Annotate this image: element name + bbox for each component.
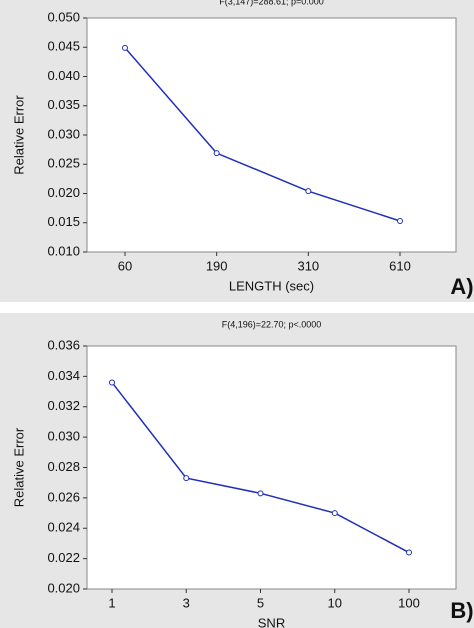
point xyxy=(213,150,220,157)
y-tick-label: 0.032 xyxy=(47,398,80,413)
y-tick-label: 0.045 xyxy=(47,39,80,54)
y-tick-label: 0.028 xyxy=(47,459,80,474)
y-tick-label: 0.030 xyxy=(47,429,80,444)
point xyxy=(331,510,338,517)
x-tick-label: 100 xyxy=(398,595,420,610)
y-tick-label: 0.025 xyxy=(47,156,80,171)
x-tick-label: 310 xyxy=(297,258,319,273)
chart-title: F(3,147)=288.61; p=0.000 xyxy=(219,0,324,6)
y-tick-label: 0.034 xyxy=(47,368,80,383)
x-tick-label: 610 xyxy=(389,258,411,273)
panel-label: B) xyxy=(450,598,473,623)
y-axis-label: Relative Error xyxy=(11,95,26,175)
y-tick-label: 0.020 xyxy=(47,580,80,595)
line xyxy=(124,47,401,222)
y-tick-label: 0.015 xyxy=(47,214,80,229)
x-tick-label: 10 xyxy=(328,595,342,610)
y-axis-label: Relative Error xyxy=(11,427,26,507)
x-axis-label: SNR xyxy=(258,615,285,628)
y-tick-label: 0.010 xyxy=(47,243,80,258)
y-tick-label: 0.024 xyxy=(47,520,80,535)
point xyxy=(305,188,312,195)
y-tick-label: 0.020 xyxy=(47,185,80,200)
y-tick-label: 0.036 xyxy=(47,337,80,352)
y-tick-label: 0.022 xyxy=(47,550,80,565)
point xyxy=(397,217,403,224)
point xyxy=(183,475,190,482)
y-tick-label: 0.050 xyxy=(47,9,80,24)
plot-area xyxy=(86,345,457,590)
x-tick-label: 60 xyxy=(118,258,132,273)
point xyxy=(122,44,128,51)
point xyxy=(109,379,115,386)
chart-title: F(4,196)=22.70; p<.0000 xyxy=(222,319,322,329)
panel-label: A) xyxy=(450,274,473,299)
y-tick-label: 0.040 xyxy=(47,68,80,83)
y-tick-label: 0.030 xyxy=(47,126,80,141)
x-tick-label: 3 xyxy=(183,595,190,610)
y-tick-label: 0.035 xyxy=(47,97,80,112)
y-tick-label: 0.026 xyxy=(47,489,80,504)
x-tick-label: 190 xyxy=(206,258,228,273)
point xyxy=(257,490,264,497)
x-axis-label: LENGTH (sec) xyxy=(229,278,314,293)
plot-area xyxy=(86,17,457,253)
x-tick-label: 5 xyxy=(257,595,264,610)
point xyxy=(406,549,412,556)
x-tick-label: 1 xyxy=(108,595,115,610)
